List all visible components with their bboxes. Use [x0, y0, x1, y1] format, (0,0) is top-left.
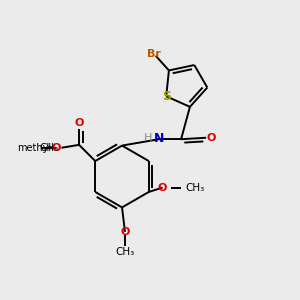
Text: O: O [74, 118, 84, 128]
Text: S: S [162, 90, 171, 103]
Text: CH₃: CH₃ [115, 247, 135, 256]
Text: Br: Br [147, 49, 161, 59]
Text: N: N [154, 132, 164, 145]
Text: CH₃: CH₃ [186, 182, 205, 193]
Text: H: H [144, 133, 152, 143]
Text: O: O [120, 227, 130, 237]
Text: O: O [158, 182, 167, 193]
Text: O: O [51, 143, 61, 153]
Text: CH₃: CH₃ [39, 143, 58, 153]
Text: methyl: methyl [17, 143, 51, 153]
Text: O: O [206, 133, 216, 143]
